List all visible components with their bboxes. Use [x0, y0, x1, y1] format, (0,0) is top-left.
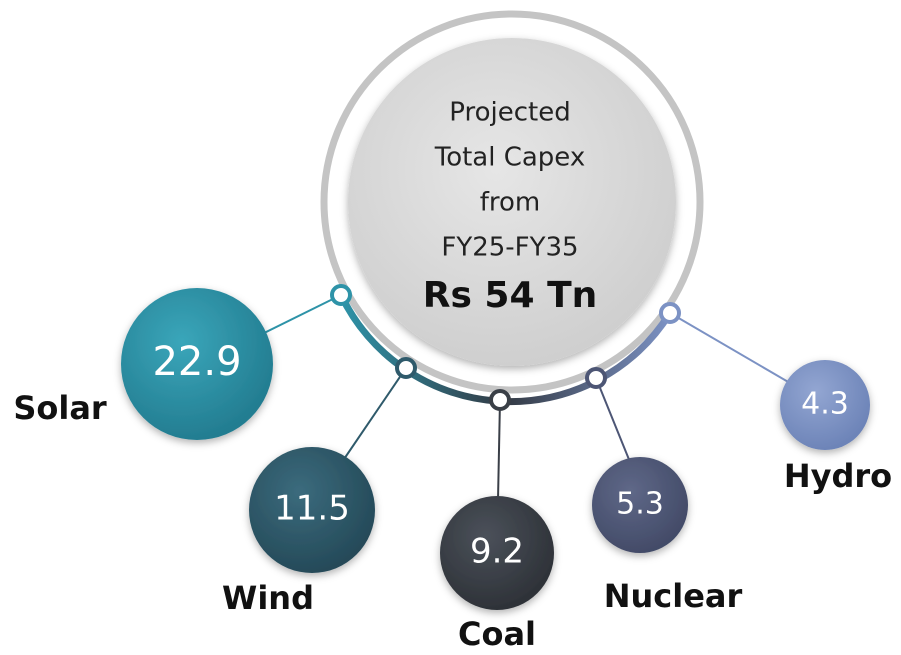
node-label: Hydro [784, 457, 892, 495]
connector [497, 399, 501, 501]
bubble [121, 288, 273, 440]
center-circle [348, 38, 676, 366]
center-line: from [480, 188, 541, 218]
node-label: Coal [458, 615, 536, 653]
connector [339, 367, 407, 466]
bubble [440, 496, 554, 610]
node-label: Nuclear [604, 577, 743, 615]
bubble [780, 360, 870, 450]
dot [489, 389, 511, 411]
node-value: 9.2 [470, 532, 524, 572]
center-line: Projected [449, 98, 570, 128]
center-line: FY25-FY35 [441, 233, 578, 263]
node-label: Wind [222, 579, 314, 617]
dot [330, 284, 352, 306]
dot [585, 367, 607, 389]
bubble [592, 457, 688, 553]
dots [330, 284, 681, 411]
center-value: Rs 54 Tn [423, 275, 598, 316]
dot [395, 357, 417, 379]
node-value: 11.5 [274, 489, 350, 529]
node-label: Solar [13, 389, 107, 427]
node-value: 5.3 [616, 487, 664, 522]
connector [595, 377, 631, 463]
node-value: 4.3 [801, 387, 849, 422]
bubble [249, 447, 375, 573]
center-line: Total Capex [434, 143, 586, 173]
dot [659, 302, 681, 324]
connector [669, 312, 791, 384]
node-value: 22.9 [152, 339, 241, 385]
